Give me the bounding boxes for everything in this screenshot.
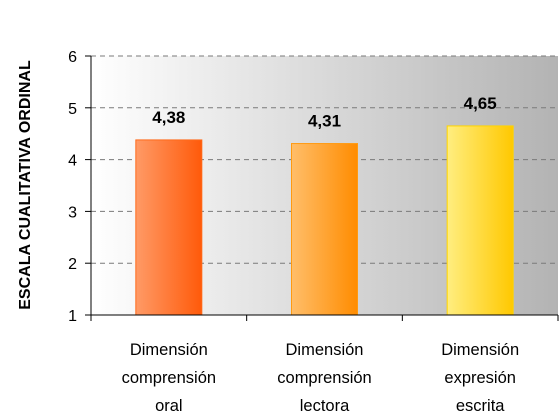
y-tick-label: 4: [68, 153, 77, 170]
x-axis: Dimensión comprensión oral Dimensión compren…: [90, 314, 559, 415]
bar: [291, 143, 358, 316]
x-tick-label: lectora: [300, 397, 350, 415]
y-tick-label: 5: [68, 101, 77, 118]
y-tick-label: 6: [68, 49, 77, 66]
bars: [135, 125, 514, 316]
x-tick-label: Dimensión: [130, 341, 208, 359]
x-tick-label: expresión: [444, 369, 516, 387]
data-labels: 4,38 4,31 4,65: [152, 94, 496, 131]
bar: [135, 139, 203, 316]
bar: [446, 125, 514, 316]
x-tick-label: escrita: [456, 397, 505, 415]
x-tick-label: oral: [155, 397, 183, 415]
y-tick-label: 3: [68, 204, 77, 221]
y-tick-label: 1: [68, 308, 77, 325]
y-tick-label: 2: [68, 256, 77, 273]
y-axis-title: ESCALA CUALITATIVA ORDINAL: [17, 60, 34, 310]
data-label: 4,38: [152, 108, 185, 127]
y-axis: 1 2 3 4 5 6: [68, 49, 92, 325]
x-tick-label: Dimensión: [441, 341, 519, 359]
data-label: 4,31: [308, 112, 341, 131]
x-tick-label: comprensión: [277, 369, 371, 387]
data-label: 4,65: [464, 94, 497, 113]
x-tick-label: comprensión: [122, 369, 216, 387]
x-tick-label: Dimensión: [286, 341, 364, 359]
